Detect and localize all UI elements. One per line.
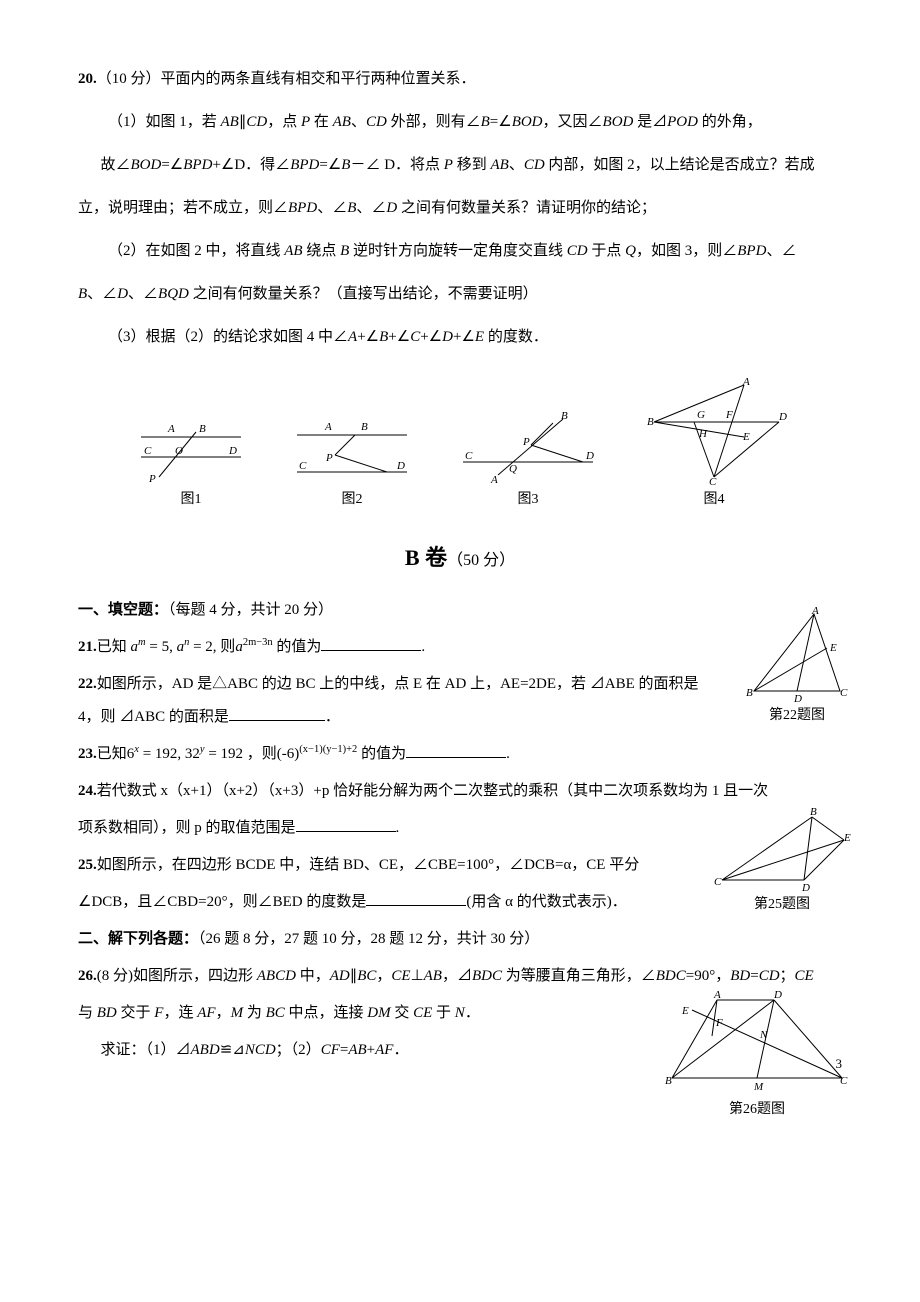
q20-p2: 故∠BOD=∠BPD+∠D．得∠BPD=∠B－∠ D．将点 P 移到 AB、CD…: [78, 146, 842, 185]
svg-text:A: A: [811, 606, 819, 617]
q22: 22.如图所示，AD 是△ABC 的边 BC 上的中线，点 E 在 AD 上，A…: [78, 668, 718, 734]
svg-text:M: M: [753, 1081, 764, 1093]
fig26-svg: AD EFN BMC: [662, 990, 852, 1100]
svg-text:C: C: [709, 476, 717, 487]
svg-text:C: C: [465, 450, 473, 462]
fig22-caption: 第22题图: [769, 708, 825, 725]
svg-text:N: N: [759, 1029, 768, 1041]
fig25-caption: 第25题图: [754, 897, 810, 914]
question-20: 20.（10 分）平面内的两条直线有相交和平行两种位置关系． （1）如图 1，若…: [78, 60, 842, 357]
fig25-block: B E C D 第25题图: [712, 805, 852, 914]
svg-text:F: F: [725, 409, 733, 421]
q26-l1: 26.(8 分)如图所示，四边形 ABCD 中，AD∥BC，CE⊥AB，⊿BDC…: [78, 960, 842, 993]
q23-blank: [406, 743, 506, 758]
diagram-4: A B G F D H E C 图4: [639, 377, 789, 507]
svg-text:A: A: [742, 377, 750, 388]
svg-text:F: F: [715, 1017, 723, 1029]
svg-text:D: D: [585, 450, 594, 462]
svg-text:C: C: [714, 876, 722, 888]
fill-heading: 一、填空题：（每题 4 分，共计 20 分）: [78, 594, 842, 627]
svg-text:P: P: [148, 473, 156, 485]
svg-text:C: C: [840, 687, 848, 699]
fig3-svg: B P C Q D A: [453, 407, 603, 487]
svg-text:D: D: [801, 882, 810, 894]
fill-section: 一、填空题：（每题 4 分，共计 20 分） A E BDC 第22题图 21.…: [78, 594, 842, 771]
fig3-label: 图3: [518, 493, 539, 507]
q20-p4: （2）在如图 2 中，将直线 AB 绕点 B 逆时针方向旋转一定角度交直线 CD…: [78, 232, 842, 271]
fig1-label: 图1: [181, 493, 202, 507]
svg-text:P: P: [325, 452, 333, 464]
q24-25: B E CD 第25题图 24.若代数式 x（x+1）（x+2）（x+3）+p …: [78, 775, 842, 919]
svg-text:B: B: [665, 1075, 672, 1087]
q25: 25.如图所示，在四边形 BCDE 中，连结 BD、CE，∠CBE=100°，∠…: [78, 849, 698, 919]
q23: 23.已知6x = 192, 32y = 192 ，则(-6)(x−1)(y−1…: [78, 738, 842, 771]
q24-blank: [296, 817, 396, 832]
svg-text:O: O: [175, 445, 183, 457]
q20-p6: （3）根据（2）的结论求如图 4 中∠A+∠B+∠C+∠D+∠E 的度数．: [78, 318, 842, 357]
page-number: 3: [836, 1047, 843, 1081]
svg-text:C: C: [299, 460, 307, 472]
svg-text:A: A: [490, 474, 498, 486]
svg-text:D: D: [793, 693, 802, 705]
svg-text:B: B: [810, 806, 817, 818]
fig22-svg: A E B D C: [742, 606, 852, 706]
svg-text:E: E: [681, 1005, 689, 1017]
svg-text:E: E: [829, 642, 837, 654]
q21: 21.已知 am = 5, an = 2, 则a2m−3n 的值为.: [78, 631, 842, 664]
svg-text:B: B: [746, 687, 753, 699]
fig26-block: AD EFN BMC 第26题图: [662, 990, 852, 1119]
fig4-label: 图4: [704, 493, 725, 507]
fig26-caption: 第26题图: [729, 1102, 785, 1119]
q25-blank: [366, 891, 466, 906]
fig2-svg: A B P C D: [287, 417, 417, 487]
svg-text:Q: Q: [509, 463, 517, 475]
svg-text:B: B: [361, 421, 368, 433]
section-b-header: B 卷（50 分）: [78, 529, 842, 586]
svg-text:E: E: [843, 832, 851, 844]
diagram-1: A B C O D P 图1: [131, 417, 251, 507]
svg-text:C: C: [144, 445, 152, 457]
q20-number: 20.: [78, 71, 97, 87]
svg-text:D: D: [228, 445, 237, 457]
fig4-svg: A B G F D H E C: [639, 377, 789, 487]
svg-text:D: D: [396, 460, 405, 472]
q20-p3: 立，说明理由；若不成立，则∠BPD、∠B、∠D 之间有何数量关系？请证明你的结论…: [78, 189, 842, 228]
diagram-3: B P C Q D A 图3: [453, 407, 603, 507]
svg-text:B: B: [561, 410, 568, 422]
q21-blank: [321, 636, 421, 651]
svg-text:B: B: [199, 423, 206, 435]
svg-text:A: A: [167, 423, 175, 435]
q22-blank: [229, 706, 325, 721]
fig2-label: 图2: [342, 493, 363, 507]
diagram-2: A B P C D 图2: [287, 417, 417, 507]
solve-heading: 二、解下列各题：（26 题 8 分，27 题 10 分，28 题 12 分，共计…: [78, 923, 842, 956]
svg-text:A: A: [324, 421, 332, 433]
fig25-svg: B E C D: [712, 805, 852, 895]
q26: AD EFN BMC 第26题图 26.(8 分)如图所示，四边形 ABCD 中…: [78, 960, 842, 1067]
q24-l1: 24.若代数式 x（x+1）（x+2）（x+3）+p 恰好能分解为两个二次整式的…: [78, 775, 842, 808]
q20-diagrams: A B C O D P 图1 A B P C D 图2: [78, 377, 842, 507]
svg-text:B: B: [647, 416, 654, 428]
fig22-block: A E B D C 第22题图: [742, 606, 852, 725]
svg-text:E: E: [742, 431, 750, 443]
q20-p5: B、∠D、∠BQD 之间有何数量关系？（直接写出结论，不需要证明）: [78, 275, 842, 314]
svg-text:P: P: [522, 436, 530, 448]
q20-stem: 20.（10 分）平面内的两条直线有相交和平行两种位置关系．: [78, 60, 842, 99]
q20-p1: （1）如图 1，若 AB∥CD，点 P 在 AB、CD 外部，则有∠B=∠BOD…: [78, 103, 842, 142]
fig1-svg: A B C O D P: [131, 417, 251, 487]
svg-text:D: D: [773, 990, 782, 1001]
svg-text:G: G: [697, 409, 705, 421]
svg-text:H: H: [698, 428, 708, 440]
svg-text:D: D: [778, 411, 787, 423]
svg-text:A: A: [713, 990, 721, 1001]
